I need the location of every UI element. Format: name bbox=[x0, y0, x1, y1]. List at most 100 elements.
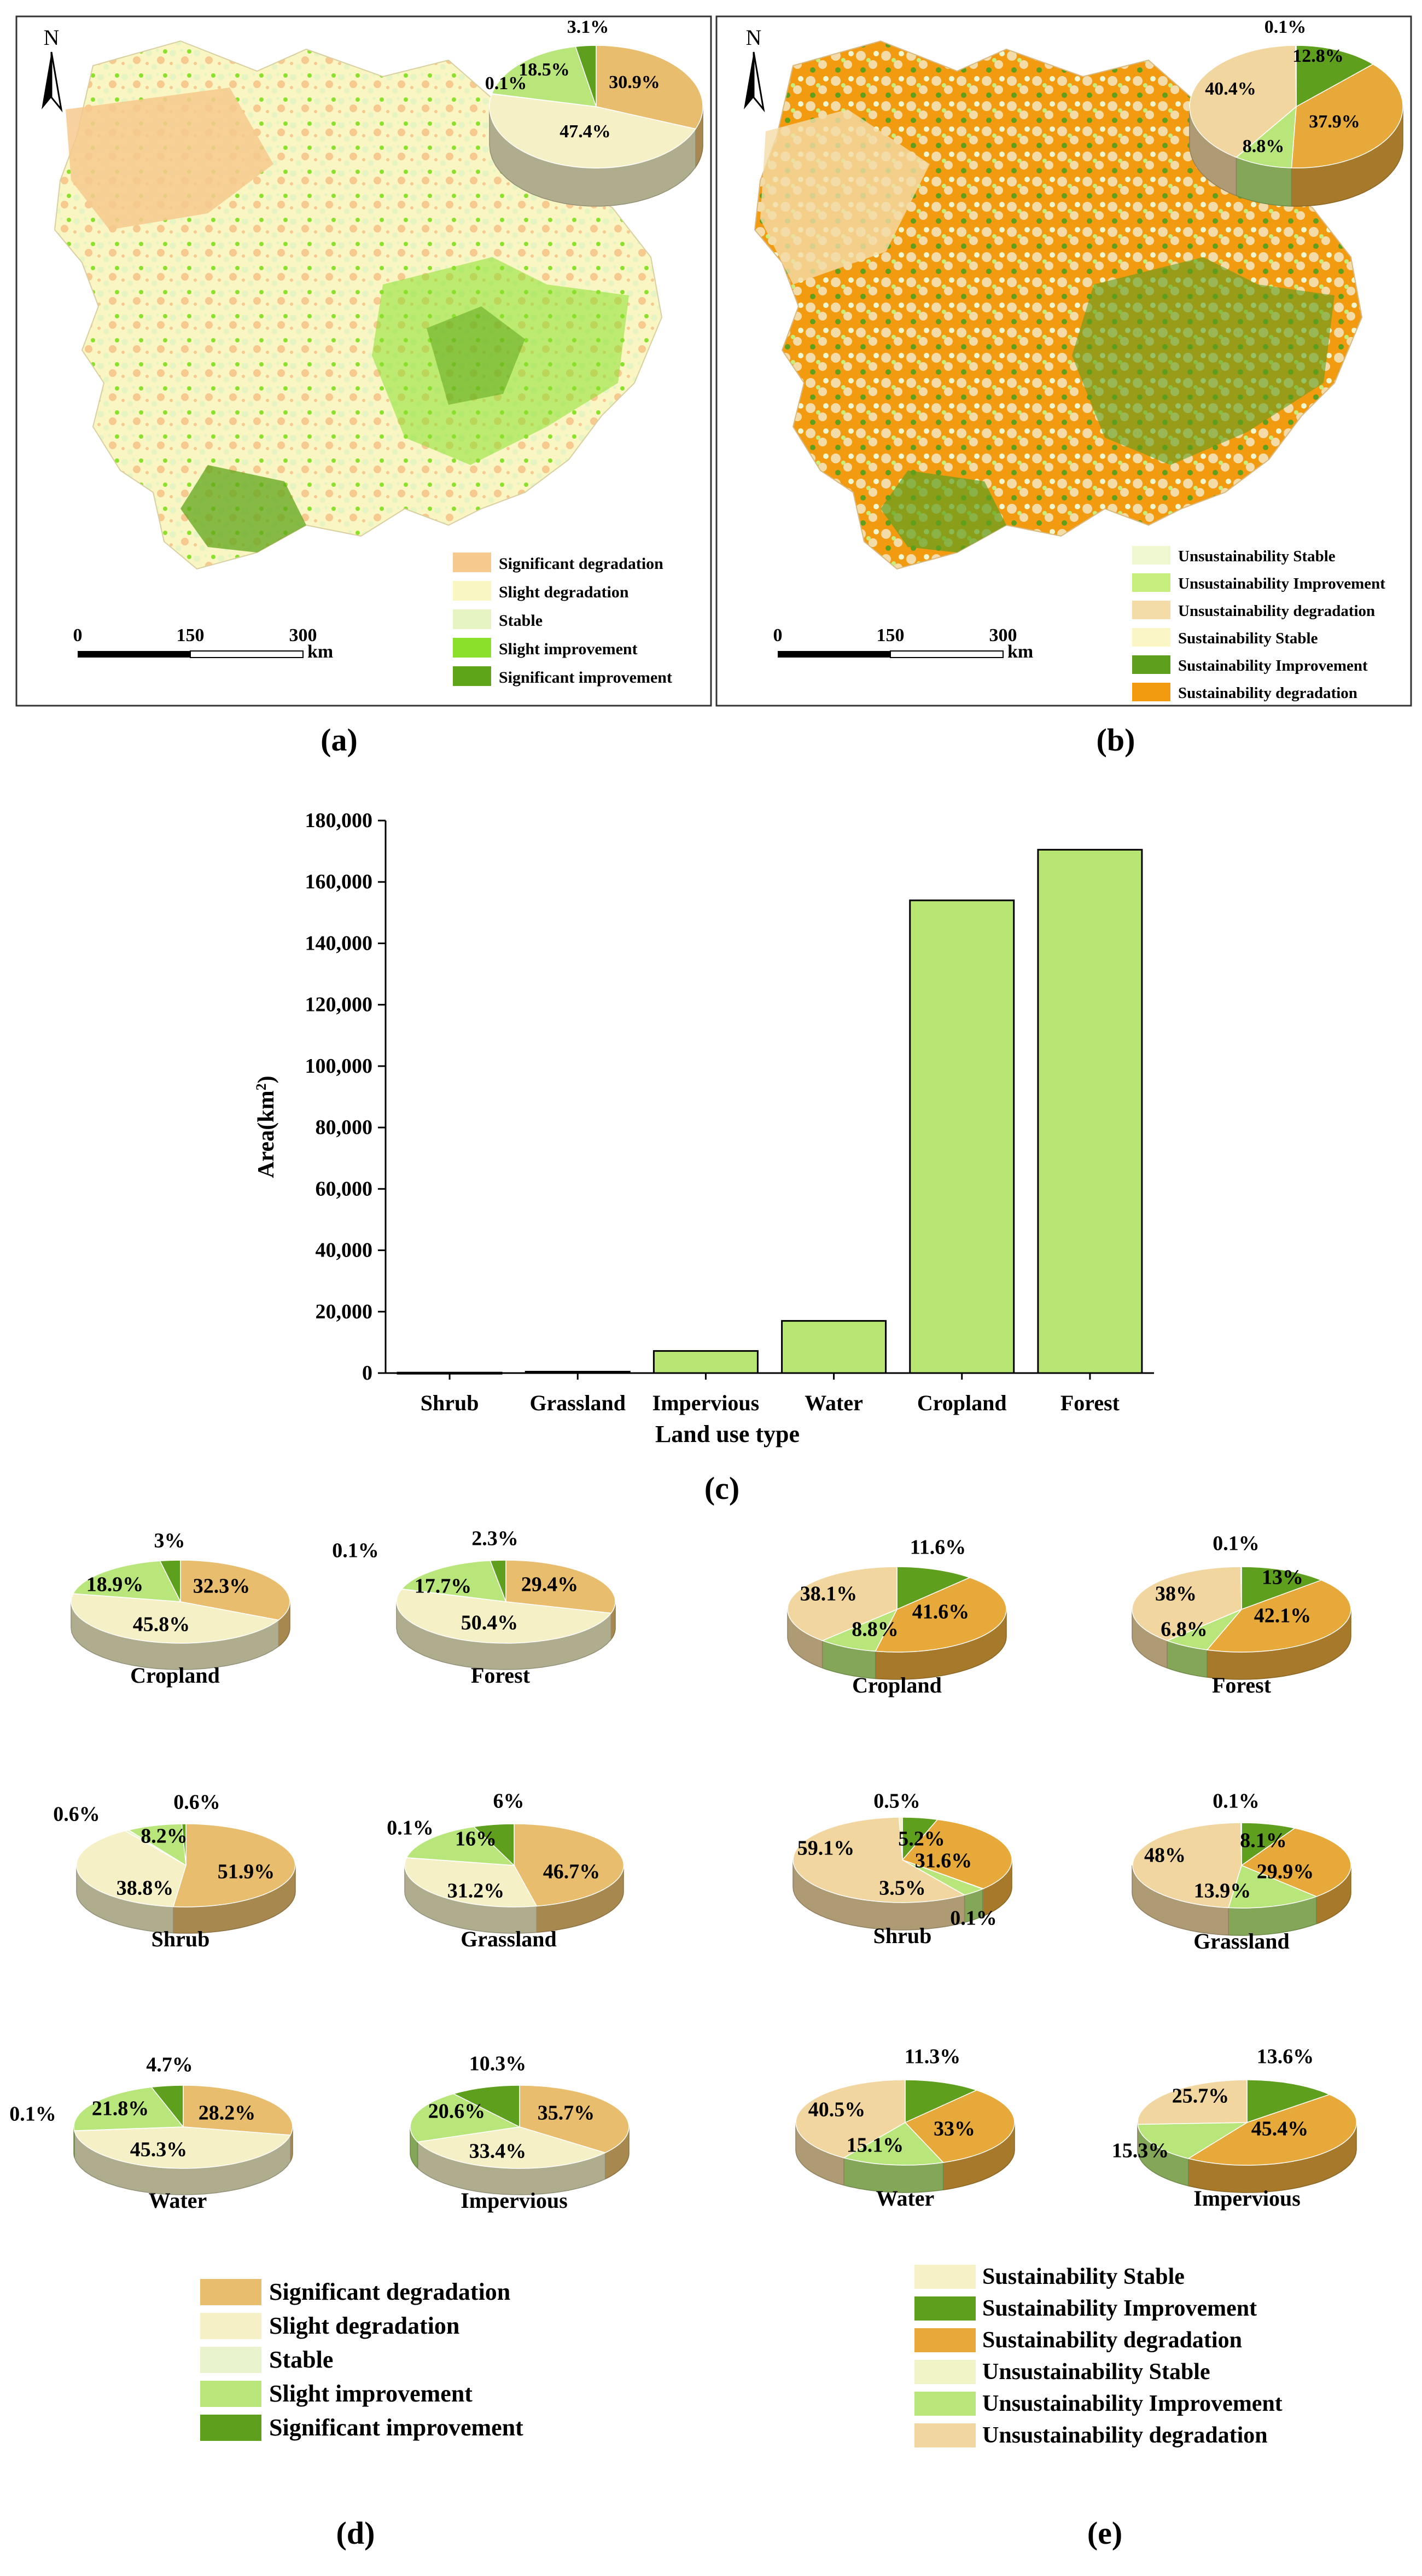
pie-e-grassland-label-3: 13.9% bbox=[1194, 1880, 1251, 1903]
legend-d-text-3: Slight improvement bbox=[269, 2380, 473, 2407]
pie-e-grassland-slice-4 bbox=[1132, 1822, 1242, 1909]
legend-a-swatch-3 bbox=[453, 638, 491, 658]
pie-e-impervious-slice-1 bbox=[1187, 2094, 1357, 2166]
pie-d-impervious-slice-3 bbox=[410, 2093, 521, 2143]
pie-e-cropland-label-1: 41.6% bbox=[912, 1601, 970, 1624]
pie-e-water: 11.3% 33% 15.1% 40.5% Water bbox=[795, 2045, 1015, 2211]
panel-label-b: (b) bbox=[1097, 722, 1135, 758]
pie-d-cropland-label-0: 32.3% bbox=[193, 1575, 250, 1598]
y-tick-label-2: 40,000 bbox=[316, 1239, 373, 1262]
legend-b-text-4: Sustainability Improvement bbox=[1178, 657, 1368, 674]
pie-d-water: 28.2% 45.3% 0.1% 21.8% 4.7% Water bbox=[9, 2054, 293, 2213]
pie-e-forest-label-4: 38% bbox=[1155, 1583, 1197, 1606]
pie-e-forest-label-0: 13% bbox=[1262, 1566, 1303, 1589]
pie-e-impervious-label-1: 45.4% bbox=[1251, 2118, 1309, 2141]
bar-cropland bbox=[909, 899, 1015, 1374]
pie-a-slice-1 bbox=[489, 94, 697, 168]
pie-e-forest-label-3: 6.8% bbox=[1161, 1618, 1208, 1641]
pie-d-shrub-slice-1 bbox=[76, 1830, 187, 1908]
svg-text:300: 300 bbox=[289, 625, 317, 646]
pie-e-cropland-slice-4 bbox=[787, 1566, 898, 1641]
pie-d-forest-label-3: 17.7% bbox=[415, 1575, 472, 1598]
pie-e-grassland-slice-5 bbox=[1240, 1822, 1242, 1866]
legend-b-text-5: Sustainability degradation bbox=[1178, 684, 1357, 702]
pie-e-forest-slice-1 bbox=[1206, 1579, 1351, 1653]
pie-e-cropland-label-4: 38.1% bbox=[800, 1583, 858, 1606]
svg-text:300: 300 bbox=[989, 625, 1017, 646]
pie-e-cropland-label-3: 8.8% bbox=[852, 1618, 899, 1641]
pie-d-grassland-label-1: 31.2% bbox=[447, 1880, 505, 1903]
legend-a-text-3: Slight improvement bbox=[499, 640, 638, 658]
pie-e-impervious-slice-0 bbox=[1246, 2079, 1331, 2124]
pie-d-grassland: 46.7% 31.2% 0.1% 16% 6% Grassland bbox=[387, 1790, 625, 1951]
legend-a-swatch-2 bbox=[453, 609, 491, 629]
pie-a-slice-0 bbox=[596, 45, 703, 130]
pie-d-grassland-slice-3 bbox=[406, 1826, 516, 1866]
scale-bar-b: 0 150 300 km bbox=[773, 625, 1034, 662]
bar-grassland bbox=[524, 1370, 631, 1374]
pie-e-impervious-slice-3 bbox=[1137, 2122, 1249, 2159]
pie-d-name-water: Water bbox=[149, 2188, 207, 2213]
pie-e-forest-slice-0 bbox=[1241, 1566, 1322, 1610]
pie-d-shrub: 51.9% 38.8% 0.6% 8.2% 0.6% Shrub bbox=[53, 1791, 296, 1951]
x-tick-label-cropland: Cropland bbox=[917, 1391, 1007, 1415]
legend-d-text-4: Significant improvement bbox=[269, 2414, 523, 2441]
pie-e-cropland-slice-1 bbox=[875, 1577, 1007, 1653]
pie-e-water-slice-3 bbox=[843, 2122, 945, 2166]
pie-e-water-slice-4 bbox=[795, 2079, 906, 2159]
legend-e-text-1: Sustainability Improvement bbox=[982, 2296, 1257, 2321]
x-tick-label-water: Water bbox=[805, 1391, 863, 1415]
bar-impervious bbox=[652, 1350, 759, 1374]
pie-d-grassland-label-2: 0.1% bbox=[387, 1817, 434, 1840]
pie-e-name-cropland: Cropland bbox=[852, 1673, 942, 1697]
pie-e-shrub-label-4: 59.1% bbox=[797, 1837, 855, 1860]
pie-e-impervious-label-0: 13.6% bbox=[1257, 2045, 1314, 2068]
pie-e-forest-label-1: 42.1% bbox=[1254, 1604, 1312, 1627]
panel-e-pies: 11.6% 41.6% 8.8% 38.1% Cropland 13% 42.1% 6.8% 3… bbox=[787, 1532, 1357, 2211]
pie-e-shrub-slice-5 bbox=[898, 1817, 903, 1860]
x-tick-label-impervious: Impervious bbox=[652, 1391, 760, 1415]
y-tick-label-8: 160,000 bbox=[305, 870, 373, 893]
svg-text:150: 150 bbox=[877, 625, 905, 646]
y-tick-label-7: 140,000 bbox=[305, 932, 373, 955]
pie-d-grassland-slice-1 bbox=[404, 1857, 538, 1908]
pie-d-water-label-1: 45.3% bbox=[130, 2138, 188, 2161]
panel-label-d: (d) bbox=[336, 2515, 375, 2551]
bar-chart-plot: 0 20,000 40,000 60,000 80,000 100,000 120,000 1… bbox=[305, 809, 1154, 1415]
legend-b-swatch-1 bbox=[1132, 573, 1170, 592]
pie-e-impervious-label-3: 15.3% bbox=[1112, 2139, 1169, 2162]
pie-e-forest-label-5: 0.1% bbox=[1213, 1532, 1260, 1555]
pie-e-water-label-3: 15.1% bbox=[847, 2134, 904, 2157]
pie-d-shrub-label-1: 38.8% bbox=[116, 1877, 174, 1900]
pie-d-forest-slice-1 bbox=[396, 1589, 612, 1644]
bar-water bbox=[781, 1320, 887, 1374]
pie-e-water-slice-1 bbox=[904, 2090, 1015, 2163]
pie-e-impervious: 13.6% 45.4% 15.3% 25.7% Impervious bbox=[1112, 2045, 1357, 2211]
pie-e-shrub-slice-4 bbox=[792, 1817, 966, 1903]
legend-b-swatch-3 bbox=[1132, 628, 1170, 647]
pie-d-impervious-label-1: 33.4% bbox=[469, 2140, 527, 2163]
y-tick-label-1: 20,000 bbox=[316, 1300, 373, 1323]
pie-b-label-1: 37.9% bbox=[1309, 112, 1360, 132]
pie-d-forest-slice-4 bbox=[489, 1560, 506, 1602]
pie-d-water-slice-0 bbox=[183, 2085, 293, 2136]
pie-e-grassland-label-1: 29.9% bbox=[1257, 1860, 1314, 1883]
legend-e-swatch-1 bbox=[914, 2296, 976, 2321]
legend-d-swatch-1 bbox=[200, 2313, 261, 2339]
pie-d-impervious-label-0: 35.7% bbox=[538, 2102, 595, 2125]
legend-e-text-2: Sustainability degradation bbox=[982, 2328, 1242, 2353]
legend-b: Unsustainability Stable Unsustainability… bbox=[1132, 546, 1385, 702]
x-axis-label: Land use type bbox=[655, 1421, 800, 1447]
pie-e-impervious-label-4: 25.7% bbox=[1172, 2085, 1229, 2108]
pie-a-label-3: 18.5% bbox=[518, 60, 570, 80]
pie-d-cropland-slice-0 bbox=[180, 1560, 290, 1621]
pie-d-cropland-label-3: 18.9% bbox=[86, 1573, 144, 1596]
pie-e-name-shrub: Shrub bbox=[873, 1923, 932, 1948]
legend-a: Significant degradation Slight degradati… bbox=[453, 553, 672, 687]
pie-d-water-slice-1 bbox=[74, 2126, 292, 2169]
pie-d-impervious-slice-0 bbox=[519, 2085, 630, 2154]
legend-d-swatch-2 bbox=[200, 2347, 261, 2373]
legend-e-swatch-4 bbox=[914, 2392, 976, 2416]
pie-d-shrub-slice-3 bbox=[127, 1823, 187, 1866]
pie-e-grassland-label-4: 48% bbox=[1144, 1844, 1186, 1867]
